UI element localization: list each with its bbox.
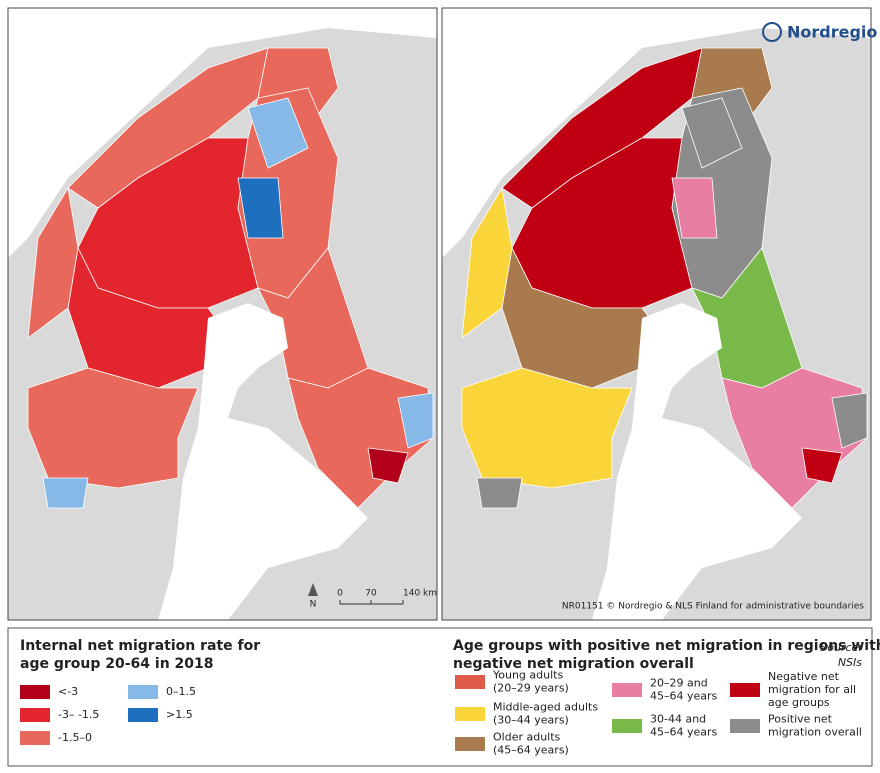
region: [801, 447, 843, 484]
north-label: N: [310, 600, 317, 610]
scale-label: 70: [365, 589, 377, 599]
legend-label: 45–64 years: [650, 690, 718, 703]
left-map: N 0 70 140 km: [7, 7, 438, 621]
region: [27, 186, 79, 339]
right-map: Nordregio NR01151 © Nordregio & NLS Finla…: [441, 7, 877, 621]
scale-label: 0: [337, 589, 343, 599]
legend-swatch: [128, 685, 158, 699]
region: [27, 367, 199, 489]
region: [367, 447, 409, 484]
region: [461, 367, 633, 489]
legend: Internal net migration rate for age group…: [20, 638, 880, 757]
map-area: [442, 8, 871, 620]
legend-swatch: [20, 708, 50, 722]
logo: Nordregio: [787, 23, 877, 42]
legend-swatch: [612, 719, 642, 733]
legend-label: -1.5–0: [58, 731, 92, 744]
legend-label: (45–64 years): [493, 744, 569, 757]
legend-label: >1.5: [166, 708, 193, 721]
ocean: [442, 8, 871, 258]
region: [287, 367, 434, 509]
sea: [592, 303, 802, 620]
legend-label: migration overall: [768, 726, 862, 739]
source: NSIs: [838, 656, 862, 669]
legend-label: (30–44 years): [493, 714, 569, 727]
sea: [158, 303, 368, 620]
legend-label: <-3: [58, 685, 78, 698]
map-frame: [441, 7, 872, 621]
legend-swatch: [20, 731, 50, 745]
legend-title: Age groups with positive net migration i…: [453, 638, 880, 654]
legend-label: Negative net: [768, 670, 840, 683]
legend-swatch: [455, 675, 485, 689]
region: [237, 177, 284, 239]
legend-swatch: [730, 719, 760, 733]
region: [681, 97, 743, 169]
legend-label: 20–29 and: [650, 677, 708, 690]
source: Source:: [820, 641, 862, 654]
legend-swatch: [455, 737, 485, 751]
north-arrow: [308, 583, 318, 596]
map-area: [8, 8, 437, 620]
legend-label: Young adults: [492, 669, 563, 682]
legend-label: -3– -1.5: [58, 708, 99, 721]
legend-label: 30-44 and: [650, 713, 706, 726]
region: [461, 186, 513, 339]
legend-title: age group 20-64 in 2018: [20, 656, 214, 672]
legend-label: Positive net: [768, 713, 833, 726]
legend-swatch: [20, 685, 50, 699]
credit: NR01151 © Nordregio & NLS Finland for ad…: [562, 602, 864, 612]
legend-label: 0–1.5: [166, 685, 196, 698]
region: [397, 392, 434, 449]
legend-label: 45–64 years: [650, 726, 718, 739]
region: [671, 177, 718, 239]
map-frame: [7, 7, 438, 621]
scale-label: 140 km: [403, 589, 437, 599]
legend-label: age groups: [768, 696, 830, 709]
ocean: [8, 8, 437, 258]
region: [42, 477, 89, 509]
legend-frame: [7, 627, 873, 767]
legend-label: Middle-aged adults: [493, 701, 598, 714]
legend-swatch: [128, 708, 158, 722]
legend-swatch: [730, 683, 760, 697]
region: [476, 477, 523, 509]
legend-swatch: [455, 707, 485, 721]
region: [831, 392, 868, 449]
region: [721, 367, 868, 509]
legend-swatch: [612, 683, 642, 697]
legend-label: Older adults: [493, 731, 561, 744]
legend-label: migration for all: [768, 683, 856, 696]
legend-label: (20–29 years): [493, 682, 569, 695]
logo-icon: [762, 22, 782, 42]
legend-title: Internal net migration rate for: [20, 638, 260, 654]
region: [247, 97, 309, 169]
legend-title: negative net migration overall: [453, 656, 694, 672]
